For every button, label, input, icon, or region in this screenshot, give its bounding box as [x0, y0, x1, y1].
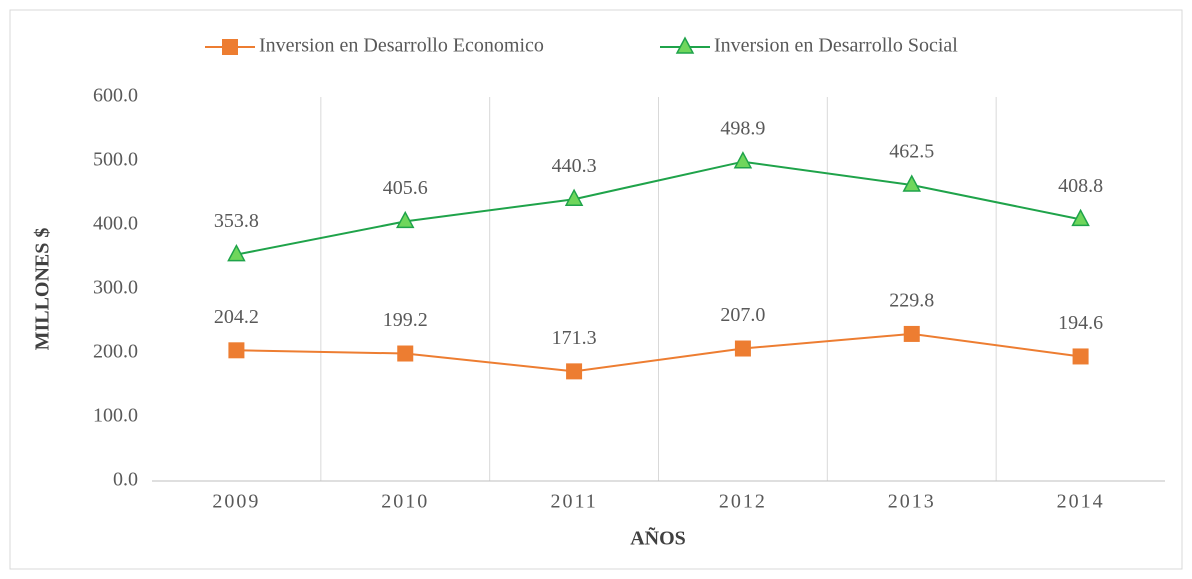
y-tick-label: 500.0: [93, 149, 138, 171]
data-label: 171.3: [552, 327, 597, 349]
data-point: [566, 363, 583, 380]
legend-marker: [222, 39, 238, 55]
y-tick-label: 100.0: [93, 405, 138, 427]
legend-label: Inversion en Desarrollo Social: [714, 35, 958, 57]
data-label: 229.8: [889, 290, 934, 312]
legend-label: Inversion en Desarrollo Economico: [259, 35, 544, 57]
data-label: 408.8: [1058, 175, 1103, 197]
data-label: 194.6: [1058, 312, 1103, 334]
data-point: [903, 325, 920, 342]
y-tick-label: 0.0: [113, 469, 138, 491]
data-label: 207.0: [720, 304, 765, 326]
x-tick-label: 2009: [212, 491, 260, 513]
data-point: [734, 340, 751, 357]
legend-marker: [675, 36, 695, 54]
x-tick-label: 2014: [1057, 491, 1105, 513]
data-label: 405.6: [383, 177, 428, 199]
y-tick-label: 300.0: [93, 277, 138, 299]
data-point: [733, 151, 753, 169]
series-line: [236, 160, 1081, 256]
data-point: [564, 188, 584, 206]
y-tick-label: 400.0: [93, 213, 138, 235]
y-axis-title: MILLONES $: [32, 228, 54, 351]
x-tick-label: 2010: [381, 491, 429, 513]
x-tick-label: 2011: [550, 491, 597, 513]
data-point: [1072, 348, 1089, 365]
chart-frame: [9, 9, 1183, 570]
data-point: [397, 345, 414, 362]
series-line: [236, 332, 1081, 373]
data-point: [227, 243, 246, 262]
y-tick-label: 600.0: [93, 85, 138, 107]
x-tick-label: 2012: [719, 491, 767, 513]
data-label: 462.5: [889, 141, 934, 163]
data-point: [228, 342, 245, 359]
data-point: [1071, 208, 1090, 227]
data-point: [396, 210, 415, 229]
data-label: 204.2: [214, 306, 259, 328]
data-label: 440.3: [552, 155, 597, 177]
data-label: 498.9: [720, 117, 765, 139]
x-axis-title: AÑOS: [630, 527, 686, 550]
data-label: 199.2: [383, 309, 428, 331]
data-label: 353.8: [214, 210, 259, 232]
x-tick-label: 2013: [888, 491, 936, 513]
y-tick-label: 200.0: [93, 341, 138, 363]
data-point: [902, 174, 921, 192]
